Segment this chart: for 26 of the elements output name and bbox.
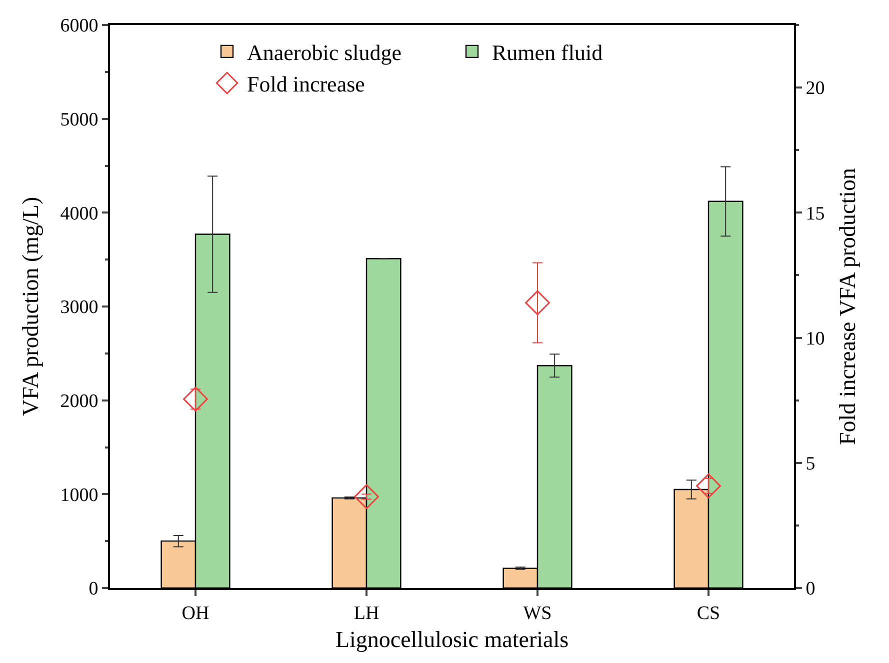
legend-label: Fold increase [247,72,365,97]
legend-label: Anaerobic sludge [247,40,402,66]
y-tick-label: 5000 [60,109,98,130]
x-axis-title: Lignocellulosic materials [335,626,569,652]
point [354,484,379,510]
point [183,386,208,412]
y2-axis-title: Fold increase VFA production [834,167,860,446]
y2-tick-label: 0 [806,578,816,600]
y-tick-label: 0 [88,578,98,600]
y-tick-label: 3000 [60,297,98,318]
point [696,473,721,498]
y2-tick-label: 5 [806,454,816,475]
point [525,290,550,316]
y2-tick-label: 10 [806,328,825,350]
y-tick-label: 6000 [60,16,98,37]
y2-tick-label: 20 [806,78,825,100]
x-tick-label: OH [182,602,210,624]
y-tick-label: 1000 [60,484,98,506]
y-tick-label: 2000 [60,390,98,412]
y2-tick-label: 15 [806,203,825,224]
legend-label: Rumen fluid [492,40,603,66]
y-axis-title: VFA production (mg/L) [18,196,44,416]
x-tick-label: WS [523,602,552,624]
y-tick-label: 4000 [60,203,98,224]
x-tick-label: LH [354,602,380,624]
x-tick-label: CS [696,602,720,624]
